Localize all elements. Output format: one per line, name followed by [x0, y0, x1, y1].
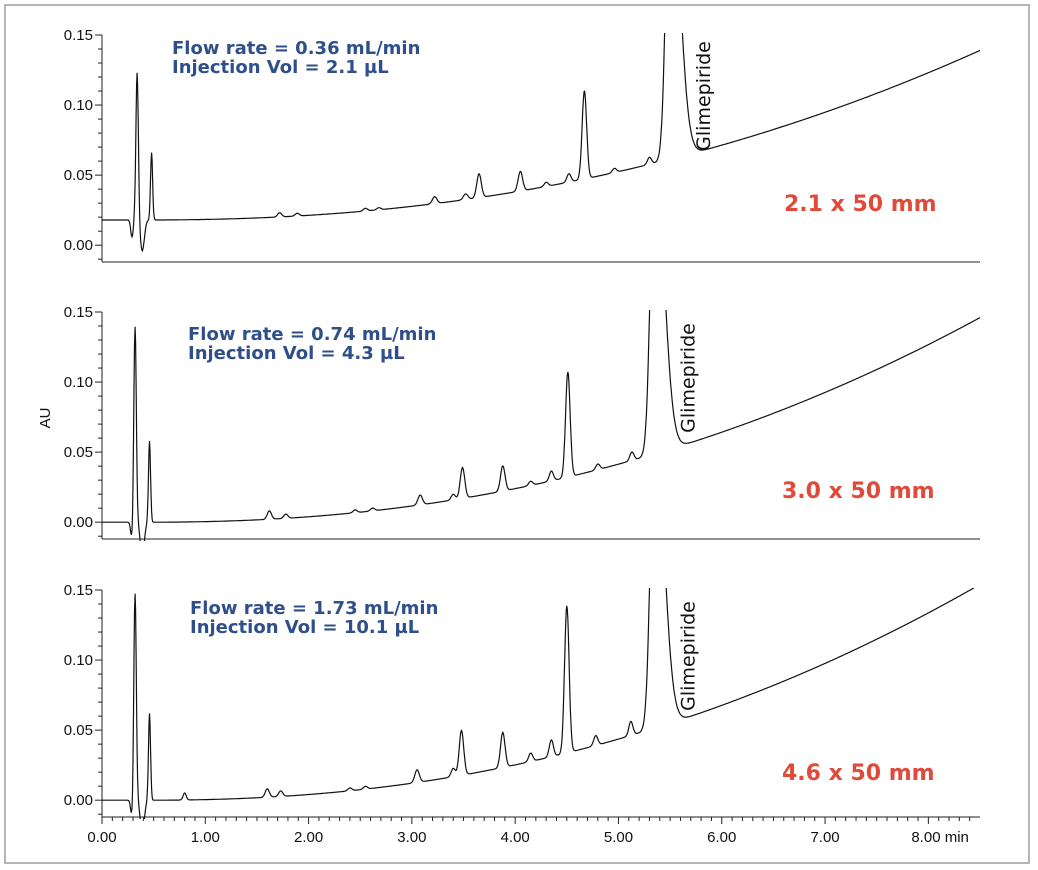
x-tick-label: 3.00	[397, 829, 426, 846]
glimepiride-label: Glimepiride	[678, 601, 700, 711]
x-tick-label: 2.00	[294, 829, 323, 846]
y-tick-label: 0.10	[64, 97, 93, 114]
y-tick-label: 0.05	[64, 444, 93, 461]
x-axis: 0.00 1.00 2.00 3.00 4.00 5.00 6.00 7.00 8.00 min	[87, 817, 971, 846]
y-axis-label: AU	[37, 408, 54, 429]
x-tick-label: 6.00	[707, 829, 736, 846]
y-tick-label: 0.05	[64, 167, 93, 184]
injection-vol-label: Injection Vol = 2.1 µL	[172, 57, 389, 78]
glimepiride-label: Glimepiride	[693, 41, 715, 151]
y-tick-label: 0.00	[64, 237, 93, 254]
glimepiride-label: Glimepiride	[678, 323, 700, 433]
panel-1: 0.00 0.05 0.10 0.15 Flow rate = 0.36 mL/minI…	[64, 27, 981, 263]
x-tick-label: 8.00 min	[911, 829, 969, 846]
trace-line	[102, 33, 981, 253]
injection-vol-label: Injection Vol = 4.3 µL	[188, 343, 405, 364]
panel-2: 0.00 0.05 0.10 0.15 Flow rate = 0.74 mL/minI…	[64, 304, 981, 541]
y-tick-label: 0.10	[64, 652, 93, 669]
x-tick-label: 1.00	[191, 829, 220, 846]
flow-rate-label: Flow rate = 1.73 mL/min	[190, 598, 438, 619]
y-tick-label: 0.00	[64, 792, 93, 809]
y-tick-label: 0.00	[64, 514, 93, 531]
x-tick-label: 4.00	[501, 829, 530, 846]
figure-frame: 0.00 0.05 0.10 0.15 Flow rate = 0.36 mL/min I…	[4, 4, 1030, 864]
panel-3: 0.00 0.05 0.10 0.15 Flow rate = 1.73 mL/minI…	[64, 582, 980, 819]
injection-vol-label: Injection Vol = 10.1 µL	[190, 617, 419, 638]
x-tick-label: 0.00	[87, 829, 116, 846]
y-tick-label: 0.15	[64, 582, 93, 599]
y-tick-label: 0.15	[64, 304, 93, 321]
y-tick-label: 0.10	[64, 374, 93, 391]
column-dimension-label: 2.1 x 50 mm	[784, 192, 937, 217]
y-tick-label: 0.15	[64, 27, 93, 44]
trace-line	[102, 588, 975, 819]
y-tick-label: 0.05	[64, 722, 93, 739]
flow-rate-label: Flow rate = 0.74 mL/min	[188, 324, 436, 345]
x-tick-label: 5.00	[604, 829, 633, 846]
x-tick-label: 7.00	[810, 829, 839, 846]
flow-rate-label: Flow rate = 0.36 mL/min	[172, 38, 420, 59]
column-dimension-label: 4.6 x 50 mm	[782, 761, 935, 786]
trace-line	[102, 310, 981, 541]
column-dimension-label: 3.0 x 50 mm	[782, 479, 935, 504]
